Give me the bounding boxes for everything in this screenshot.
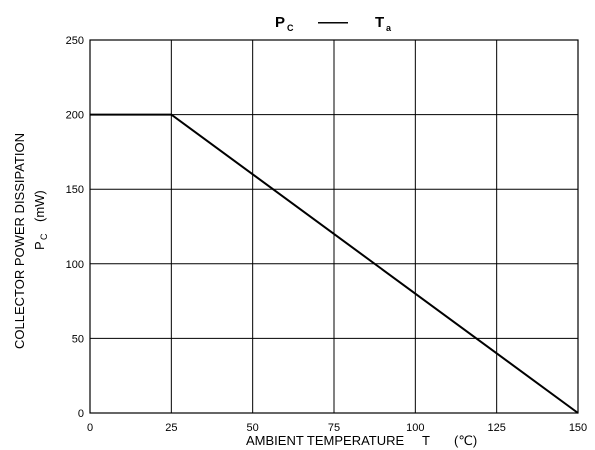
y-tick-label: 250: [66, 35, 84, 47]
x-axis-label: AMBIENT TEMPERATURE T (℃): [246, 433, 477, 448]
y-axis-label-unit: (mW): [32, 190, 47, 222]
title-dash: ——: [318, 14, 348, 31]
title-main-right: T: [375, 14, 384, 31]
x-tick-labels: 0 25 50 75 100 125 150: [87, 422, 587, 434]
series-line-0: [90, 113, 579, 414]
x-axis-label-unit: (℃): [454, 433, 477, 448]
y-axis-label-line1: COLLECTOR POWER DISSIPATION: [12, 133, 27, 349]
x-tick-label: 25: [165, 422, 177, 434]
x-tick-label: 0: [87, 422, 93, 434]
title-sub-left: C: [287, 23, 294, 33]
x-tick-label: 50: [247, 422, 259, 434]
y-tick-labels: 0 50 100 150 200 250: [66, 35, 84, 420]
series-group: [90, 113, 579, 414]
y-axis-label: COLLECTOR POWER DISSIPATION P C (mW): [12, 133, 49, 349]
x-tick-label: 75: [328, 422, 340, 434]
y-tick-label: 150: [66, 184, 84, 196]
y-tick-label: 100: [66, 259, 84, 271]
x-axis-label-symbol: T: [422, 433, 430, 448]
y-tick-label: 200: [66, 110, 84, 122]
plot-frame: [89, 39, 579, 414]
title-sub-right: a: [386, 23, 392, 33]
y-tick-label: 0: [78, 408, 84, 420]
y-axis-label-subscript: C: [39, 233, 49, 240]
y-tick-label: 50: [72, 333, 84, 345]
grid: [89, 39, 579, 414]
x-tick-label: 100: [406, 422, 424, 434]
x-tick-label: 150: [569, 422, 587, 434]
x-tick-label: 125: [487, 422, 505, 434]
y-axis-label-symbol: P: [32, 241, 47, 250]
x-axis-label-text: AMBIENT TEMPERATURE: [246, 433, 405, 448]
chart-title: P C —— T a: [275, 14, 392, 33]
title-main-left: P: [275, 14, 285, 31]
